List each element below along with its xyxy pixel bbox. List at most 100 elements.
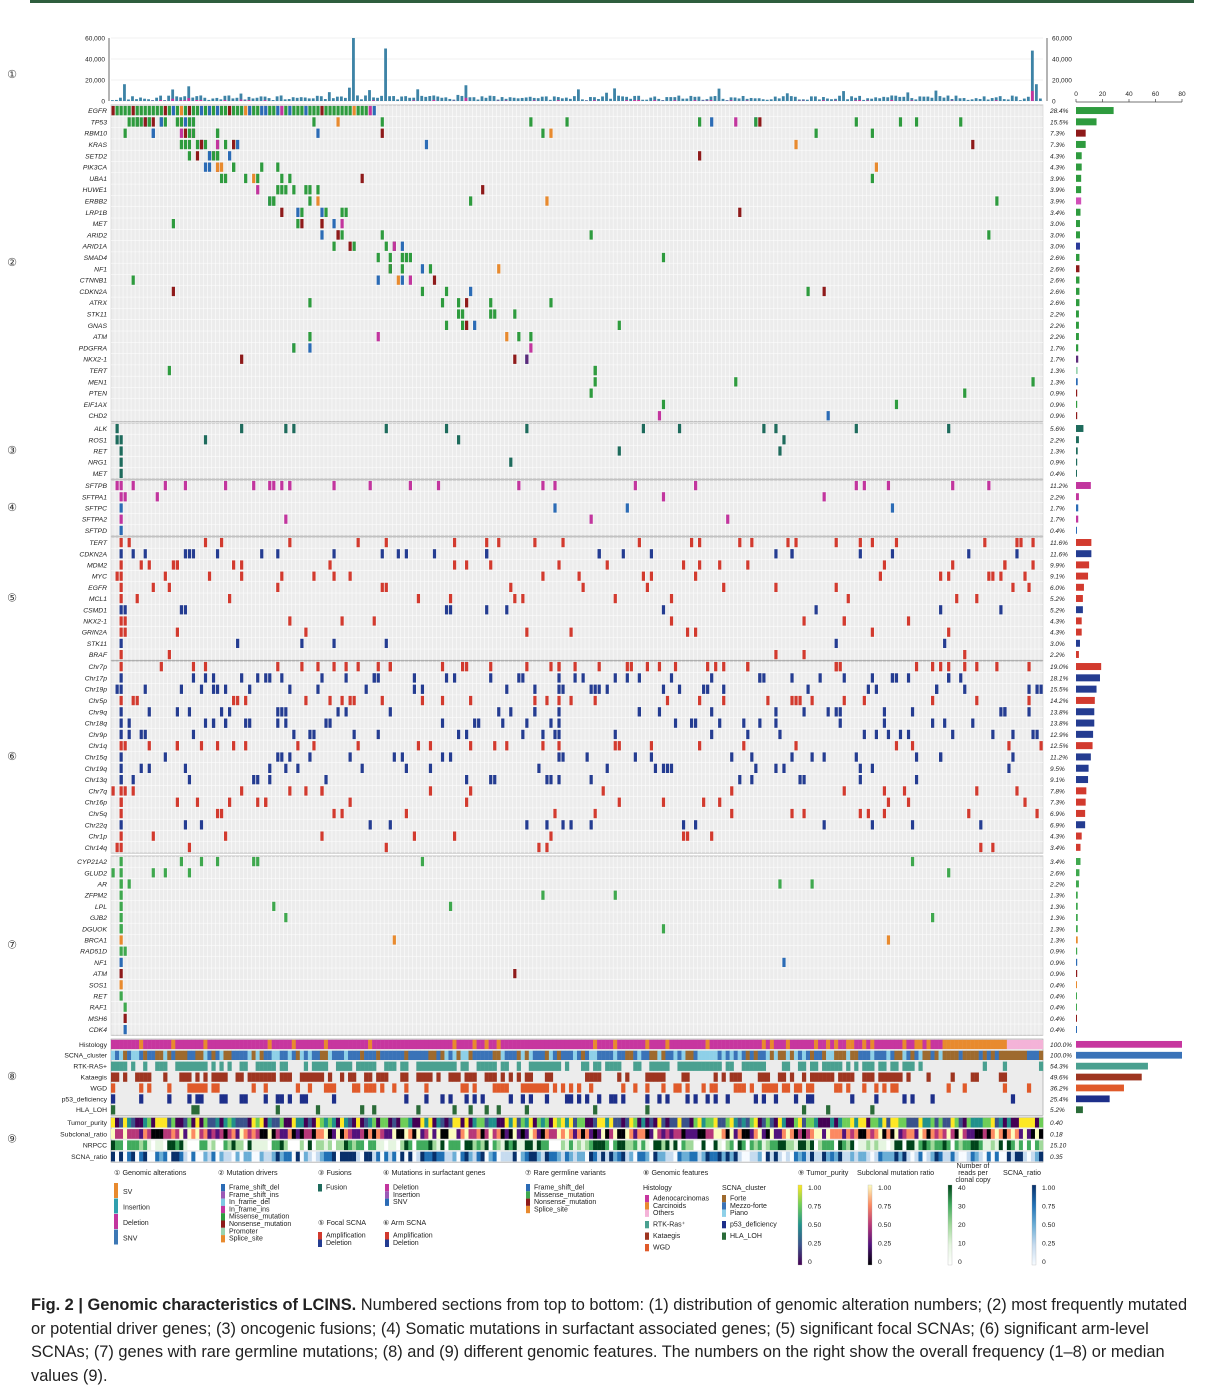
mutation-cell: [682, 832, 685, 841]
feature-cell: [971, 1118, 975, 1128]
feature-cell: [332, 1094, 336, 1103]
feature-cell: [268, 1118, 272, 1128]
colorbar-tick: 0.50: [878, 1222, 891, 1229]
feature-cell: [203, 1051, 207, 1060]
feature-cell: [171, 1140, 175, 1150]
feature-cell: [336, 1118, 340, 1128]
feature-cell: [509, 1118, 513, 1128]
feature-cell: [163, 1140, 167, 1150]
feature-cell: [963, 1083, 967, 1092]
mutation-cell: [766, 696, 769, 705]
feature-cell: [794, 1040, 798, 1049]
feature-cell: [312, 1118, 316, 1128]
mutation-cell: [180, 685, 183, 694]
feature-cell: [384, 1140, 388, 1150]
feature-cell: [428, 1051, 432, 1060]
mutation-cell: [911, 741, 914, 750]
feature-cell: [922, 1051, 926, 1060]
feature-cell: [669, 1129, 673, 1139]
feature-cell: [677, 1129, 681, 1139]
mutation-cell: [457, 298, 460, 307]
feature-cell: [380, 1129, 384, 1139]
top-bar: [589, 97, 592, 101]
row-frequency: 9.1%: [1050, 574, 1065, 581]
mutation-cell: [220, 106, 223, 115]
feature-cell: [927, 1129, 931, 1139]
feature-cell: [967, 1129, 971, 1139]
feature-cell: [850, 1129, 854, 1139]
top-bar: [469, 97, 472, 101]
feature-cell: [782, 1140, 786, 1150]
feature-cell: [187, 1094, 191, 1103]
feature-cell: [368, 1083, 372, 1092]
mutation-cell: [216, 129, 219, 138]
mutation-cell: [590, 820, 593, 829]
feature-cell: [689, 1040, 693, 1049]
mutation-cell: [136, 117, 139, 126]
feature-cell: [432, 1051, 436, 1060]
feature-cell: [288, 1040, 292, 1049]
frequency-bar: [1076, 810, 1085, 817]
mutation-cell: [340, 616, 343, 625]
top-bar: [762, 99, 765, 101]
mutation-cell: [429, 786, 432, 795]
feature-cell: [826, 1073, 830, 1082]
mutation-cell: [987, 481, 990, 490]
mutation-cell: [252, 857, 255, 866]
feature-cell: [147, 1118, 151, 1128]
feature-cell: [886, 1140, 890, 1150]
feature-label: HLA_LOH: [730, 1233, 762, 1240]
feature-cell: [159, 1129, 163, 1139]
row-label: MEN1: [88, 379, 107, 386]
feature-cell: [400, 1152, 404, 1162]
feature-cell: [858, 1051, 862, 1060]
feature-cell: [918, 1062, 922, 1071]
mutation-cell: [855, 481, 858, 490]
row-cells: [124, 1025, 127, 1034]
focal-scna-swatch: [318, 1240, 322, 1248]
feature-cell: [878, 1051, 882, 1060]
mutation-cell: [188, 775, 191, 784]
feature-cell: [376, 1040, 380, 1049]
feature-cell: [979, 1152, 983, 1162]
row-label: MET: [93, 471, 108, 478]
feature-cell: [521, 1083, 525, 1092]
frequency-bar: [1076, 844, 1081, 851]
feature-cell: [489, 1073, 493, 1082]
feature-cell: [223, 1140, 227, 1150]
mutation-cell: [304, 786, 307, 795]
section-marker: ⑨: [7, 1134, 17, 1146]
feature-cell: [316, 1140, 320, 1150]
feature-cell: [264, 1073, 268, 1082]
feature-cell: [669, 1040, 673, 1049]
frequency-bar: [1076, 992, 1077, 999]
feature-cell: [959, 1040, 963, 1049]
feature-cell: [485, 1062, 489, 1071]
feature-cell: [850, 1040, 854, 1049]
feature-cell: [581, 1129, 585, 1139]
feature-cell: [657, 1118, 661, 1128]
feature-cell: [252, 1129, 256, 1139]
top-bar: [203, 98, 206, 101]
feature-cell: [167, 1152, 171, 1162]
feature-cell: [497, 1129, 501, 1139]
mutation-cell: [385, 424, 388, 433]
feature-cell: [191, 1152, 195, 1162]
mutation-cell: [353, 242, 356, 251]
feature-cell: [1039, 1129, 1043, 1139]
feature-cell: [115, 1118, 119, 1128]
feature-cell: [179, 1073, 183, 1082]
feature-cell: [328, 1040, 332, 1049]
feature-cell: [774, 1118, 778, 1128]
feature-cell: [947, 1051, 951, 1060]
top-bar: [750, 98, 753, 101]
feature-cell: [304, 1062, 308, 1071]
feature-cell: [854, 1062, 858, 1071]
feature-cell: [256, 1118, 260, 1128]
feature-cell: [304, 1140, 308, 1150]
feature-cell: [685, 1062, 689, 1071]
frequency-bar: [1076, 697, 1095, 704]
mutation-cell: [172, 106, 175, 115]
mutation-cell: [429, 264, 432, 273]
